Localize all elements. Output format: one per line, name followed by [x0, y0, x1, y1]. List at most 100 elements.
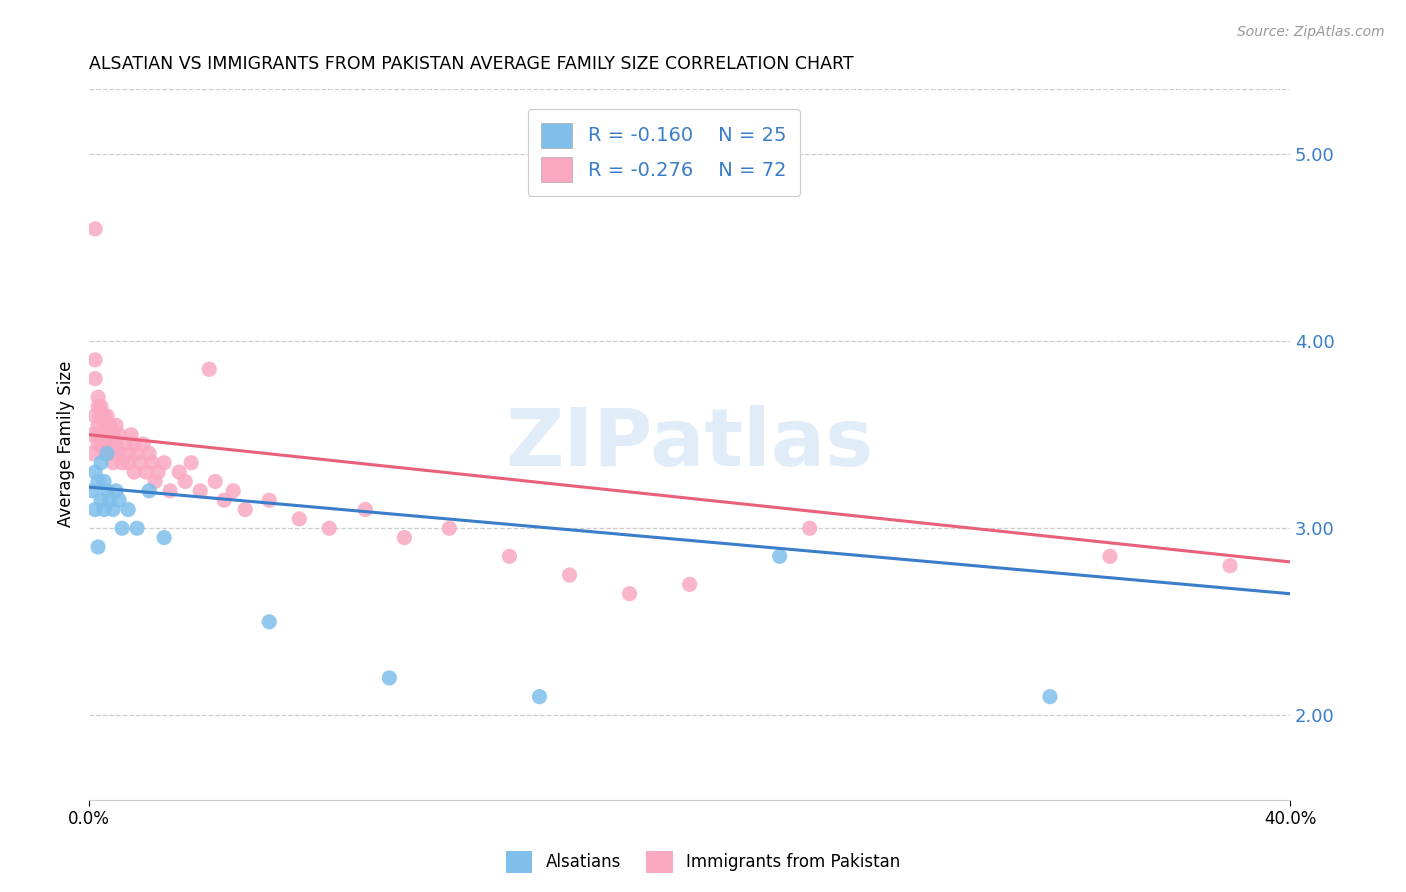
Point	[122, 437, 145, 451]
Point	[1039, 690, 1062, 704]
Point	[138, 446, 160, 460]
Point	[84, 465, 107, 479]
Point	[111, 521, 134, 535]
Point	[98, 427, 121, 442]
Point	[87, 400, 110, 414]
Point	[96, 483, 118, 498]
Point	[198, 362, 221, 376]
Point	[108, 446, 131, 460]
Point	[354, 502, 377, 516]
Point	[288, 512, 311, 526]
Point	[257, 615, 280, 629]
Point	[101, 446, 124, 460]
Point	[439, 521, 461, 535]
Point	[90, 409, 112, 423]
Legend: R = -0.160    N = 25, R = -0.276    N = 72: R = -0.160 N = 25, R = -0.276 N = 72	[527, 109, 800, 196]
Point	[98, 493, 121, 508]
Point	[87, 418, 110, 433]
Point	[87, 390, 110, 404]
Point	[146, 465, 169, 479]
Point	[90, 456, 112, 470]
Point	[93, 418, 115, 433]
Point	[204, 475, 226, 489]
Point	[159, 483, 181, 498]
Point	[799, 521, 821, 535]
Point	[96, 437, 118, 451]
Point	[108, 493, 131, 508]
Point	[1098, 549, 1121, 564]
Point	[105, 437, 128, 451]
Point	[138, 483, 160, 498]
Point	[93, 502, 115, 516]
Point	[93, 475, 115, 489]
Point	[222, 483, 245, 498]
Point	[769, 549, 792, 564]
Point	[153, 456, 176, 470]
Point	[233, 502, 256, 516]
Point	[111, 456, 134, 470]
Point	[117, 446, 139, 460]
Y-axis label: Average Family Size: Average Family Size	[58, 361, 75, 527]
Point	[105, 418, 128, 433]
Point	[96, 446, 118, 460]
Point	[558, 568, 581, 582]
Point	[80, 427, 103, 442]
Point	[96, 409, 118, 423]
Point	[143, 475, 166, 489]
Point	[84, 409, 107, 423]
Point	[96, 418, 118, 433]
Point	[80, 446, 103, 460]
Text: ZIPatlas: ZIPatlas	[506, 405, 873, 483]
Point	[394, 531, 416, 545]
Point	[318, 521, 340, 535]
Point	[529, 690, 551, 704]
Point	[93, 427, 115, 442]
Point	[84, 502, 107, 516]
Point	[129, 456, 152, 470]
Point	[498, 549, 520, 564]
Point	[135, 465, 157, 479]
Point	[90, 400, 112, 414]
Point	[122, 465, 145, 479]
Point	[619, 587, 641, 601]
Point	[141, 456, 163, 470]
Point	[127, 446, 149, 460]
Point	[114, 437, 136, 451]
Point	[108, 427, 131, 442]
Point	[174, 475, 197, 489]
Point	[93, 446, 115, 460]
Point	[132, 437, 155, 451]
Point	[101, 502, 124, 516]
Point	[257, 493, 280, 508]
Point	[105, 483, 128, 498]
Point	[153, 531, 176, 545]
Point	[84, 222, 107, 236]
Point	[84, 352, 107, 367]
Point	[1219, 558, 1241, 573]
Legend: Alsatians, Immigrants from Pakistan: Alsatians, Immigrants from Pakistan	[499, 845, 907, 880]
Point	[101, 437, 124, 451]
Point	[378, 671, 401, 685]
Point	[87, 540, 110, 554]
Point	[87, 427, 110, 442]
Point	[678, 577, 700, 591]
Point	[93, 409, 115, 423]
Point	[90, 437, 112, 451]
Point	[180, 456, 202, 470]
Point	[87, 475, 110, 489]
Point	[101, 456, 124, 470]
Point	[80, 483, 103, 498]
Point	[120, 427, 142, 442]
Point	[117, 502, 139, 516]
Point	[167, 465, 190, 479]
Point	[101, 427, 124, 442]
Text: Source: ZipAtlas.com: Source: ZipAtlas.com	[1237, 25, 1385, 39]
Point	[87, 437, 110, 451]
Point	[98, 418, 121, 433]
Text: ALSATIAN VS IMMIGRANTS FROM PAKISTAN AVERAGE FAMILY SIZE CORRELATION CHART: ALSATIAN VS IMMIGRANTS FROM PAKISTAN AVE…	[89, 55, 853, 73]
Point	[90, 493, 112, 508]
Point	[90, 427, 112, 442]
Point	[98, 446, 121, 460]
Point	[127, 521, 149, 535]
Point	[212, 493, 235, 508]
